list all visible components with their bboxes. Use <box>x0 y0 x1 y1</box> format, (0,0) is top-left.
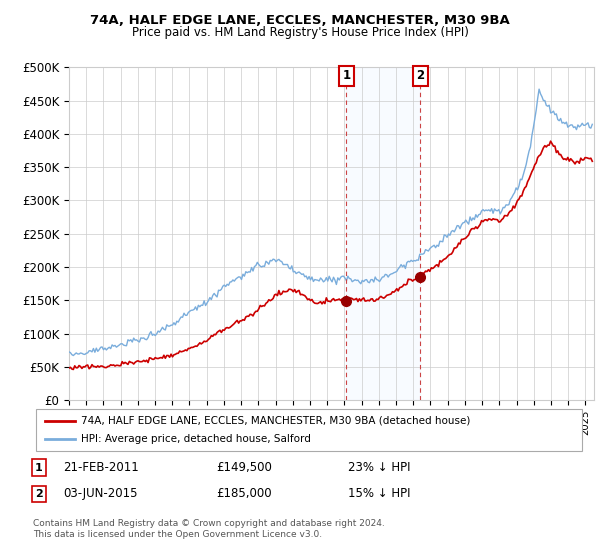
Text: 74A, HALF EDGE LANE, ECCLES, MANCHESTER, M30 9BA (detached house): 74A, HALF EDGE LANE, ECCLES, MANCHESTER,… <box>81 416 470 426</box>
Text: Contains HM Land Registry data © Crown copyright and database right 2024.
This d: Contains HM Land Registry data © Crown c… <box>33 519 385 539</box>
Text: £185,000: £185,000 <box>216 487 272 501</box>
Text: HPI: Average price, detached house, Salford: HPI: Average price, detached house, Salf… <box>81 434 311 444</box>
Text: 2: 2 <box>416 69 425 82</box>
Text: 03-JUN-2015: 03-JUN-2015 <box>63 487 137 501</box>
Text: 23% ↓ HPI: 23% ↓ HPI <box>348 461 410 474</box>
Text: 15% ↓ HPI: 15% ↓ HPI <box>348 487 410 501</box>
Text: Price paid vs. HM Land Registry's House Price Index (HPI): Price paid vs. HM Land Registry's House … <box>131 26 469 39</box>
Text: 2: 2 <box>35 489 43 499</box>
Text: 21-FEB-2011: 21-FEB-2011 <box>63 461 139 474</box>
Text: 1: 1 <box>35 463 43 473</box>
Text: £149,500: £149,500 <box>216 461 272 474</box>
Text: 1: 1 <box>343 69 350 82</box>
Text: 74A, HALF EDGE LANE, ECCLES, MANCHESTER, M30 9BA: 74A, HALF EDGE LANE, ECCLES, MANCHESTER,… <box>90 14 510 27</box>
Bar <box>346 67 421 400</box>
